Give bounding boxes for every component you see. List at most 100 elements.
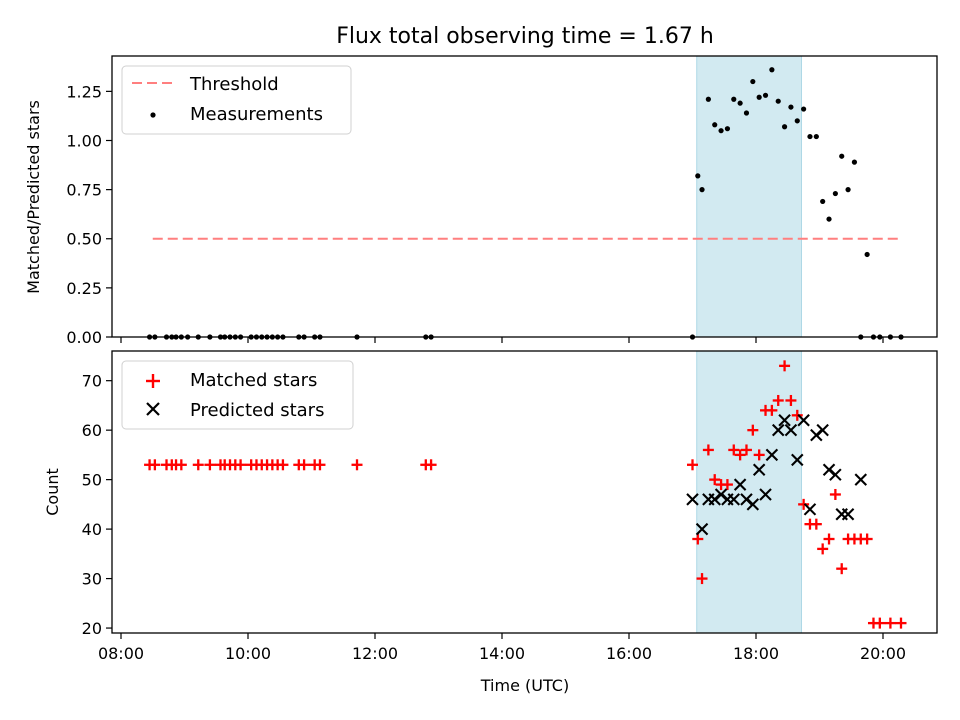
- matched-star-point: [235, 459, 247, 471]
- measurement-point: [695, 173, 701, 179]
- measurement-point: [794, 118, 800, 124]
- predicted-star-points: [686, 414, 868, 536]
- matched-star-point: [425, 459, 437, 471]
- measurement-point: [845, 187, 851, 193]
- top-plot-frame: [111, 55, 938, 338]
- legend-matched-swatch: [146, 374, 160, 388]
- measurement-point: [769, 67, 775, 73]
- matched-star-point: [721, 479, 733, 491]
- predicted-star-point: [778, 414, 791, 427]
- measurement-point: [813, 133, 819, 140]
- x-tick-label: 14:00: [479, 644, 525, 663]
- matched-star-point: [696, 573, 708, 585]
- matched-star-point: [861, 533, 873, 545]
- bottom-y-axis-label: Count: [43, 468, 62, 516]
- top-y-axis-label: Matched/Predicted stars: [24, 100, 43, 294]
- y-tick-label: 1.00: [66, 131, 102, 150]
- x-tick-label: 16:00: [606, 644, 652, 663]
- predicted-star-point: [759, 488, 772, 501]
- y-tick-label: 60: [82, 421, 102, 440]
- measurement-point: [699, 187, 705, 193]
- bottom-panel: 20 30 40 50 60 70 08:00 10:00 12:00 14:00 16:00 18…: [43, 350, 938, 695]
- measurement-point: [705, 96, 711, 102]
- measurement-point: [756, 94, 762, 100]
- matched-star-point: [175, 459, 187, 471]
- measurement-point: [718, 128, 724, 134]
- matched-star-point: [829, 488, 841, 500]
- measurement-point: [807, 133, 813, 140]
- y-tick-label: 40: [82, 520, 102, 539]
- predicted-star-point: [816, 423, 829, 437]
- measurement-point: [788, 104, 794, 110]
- measurement-point: [737, 100, 743, 106]
- x-tick-label: 20:00: [860, 644, 906, 663]
- predicted-star-point: [771, 423, 785, 437]
- predicted-star-point: [733, 478, 747, 491]
- x-tick-label: 18:00: [733, 644, 779, 663]
- matched-star-point: [772, 394, 784, 406]
- measurement-point: [731, 96, 737, 102]
- predicted-star-point: [686, 493, 699, 506]
- x-axis-label: Time (UTC): [480, 676, 569, 695]
- measurement-point: [712, 122, 718, 128]
- matched-star-point: [874, 617, 886, 629]
- predicted-star-point: [829, 468, 842, 481]
- y-tick-label: 1.25: [66, 82, 102, 101]
- predicted-star-point: [695, 522, 709, 536]
- predicted-star-point: [854, 473, 868, 486]
- matched-star-point: [687, 459, 698, 471]
- y-tick-label: 0.75: [66, 181, 102, 200]
- matched-star-point: [810, 518, 822, 530]
- matched-star-point: [798, 498, 810, 510]
- matched-star-point: [192, 459, 204, 471]
- measurement-point: [750, 78, 756, 85]
- matched-star-point: [728, 444, 740, 456]
- matched-star-point: [351, 459, 363, 471]
- matched-star-point: [895, 617, 907, 629]
- y-tick-label: 30: [82, 570, 102, 589]
- bottom-x-ticks: 08:00 10:00 12:00 14:00 16:00 18:00 20:00: [98, 633, 906, 663]
- measurement-point: [826, 216, 832, 222]
- legend-measurement-label: Measurements: [190, 104, 323, 125]
- matched-star-point: [702, 444, 714, 456]
- legend-matched-label: Matched stars: [190, 370, 317, 391]
- measurement-point: [743, 110, 750, 116]
- measurement-point: [864, 251, 870, 258]
- y-tick-label: 0.25: [66, 279, 102, 298]
- matched-star-point: [277, 459, 289, 471]
- top-observing-span: [696, 55, 803, 338]
- x-tick-label: 08:00: [98, 644, 144, 663]
- predicted-star-point: [765, 448, 779, 462]
- matched-star-point: [734, 449, 746, 461]
- top-panel: 0.00 0.25 0.50 0.75 1.00 1.25 Matched/Predict…: [24, 55, 938, 347]
- predicted-star-point: [746, 498, 760, 511]
- predicted-star-point: [752, 463, 766, 476]
- matched-star-point: [709, 474, 721, 486]
- measurement-point: [851, 159, 858, 165]
- matched-star-point: [692, 533, 704, 545]
- predicted-star-point: [803, 503, 817, 516]
- y-tick-label: 0.00: [66, 328, 102, 347]
- legend-predicted-label: Predicted stars: [190, 400, 324, 421]
- measurement-point: [801, 106, 807, 112]
- x-tick-label: 12:00: [352, 644, 398, 663]
- bottom-legend: Matched stars Predicted stars: [121, 360, 354, 430]
- predicted-star-point: [791, 453, 804, 467]
- measurement-point: [762, 92, 769, 98]
- matched-star-point: [766, 404, 778, 416]
- matched-star-point: [785, 394, 797, 406]
- matched-star-point: [204, 459, 216, 471]
- predicted-star-point: [797, 414, 810, 427]
- x-tick-label: 10:00: [225, 644, 271, 663]
- measurement-point: [832, 190, 838, 197]
- measurement-point: [724, 126, 731, 132]
- top-x-ticks: [120, 337, 884, 343]
- matched-star-point: [823, 533, 835, 545]
- top-y-ticks: 0.00 0.25 0.50 0.75 1.00 1.25: [66, 82, 112, 347]
- matched-star-point: [836, 563, 848, 575]
- predicted-star-point: [841, 508, 855, 521]
- matched-star-point: [747, 424, 759, 436]
- matched-star-point: [791, 409, 803, 421]
- chart-title: Flux total observing time = 1.67 h: [336, 24, 714, 49]
- matched-star-points: [144, 360, 907, 629]
